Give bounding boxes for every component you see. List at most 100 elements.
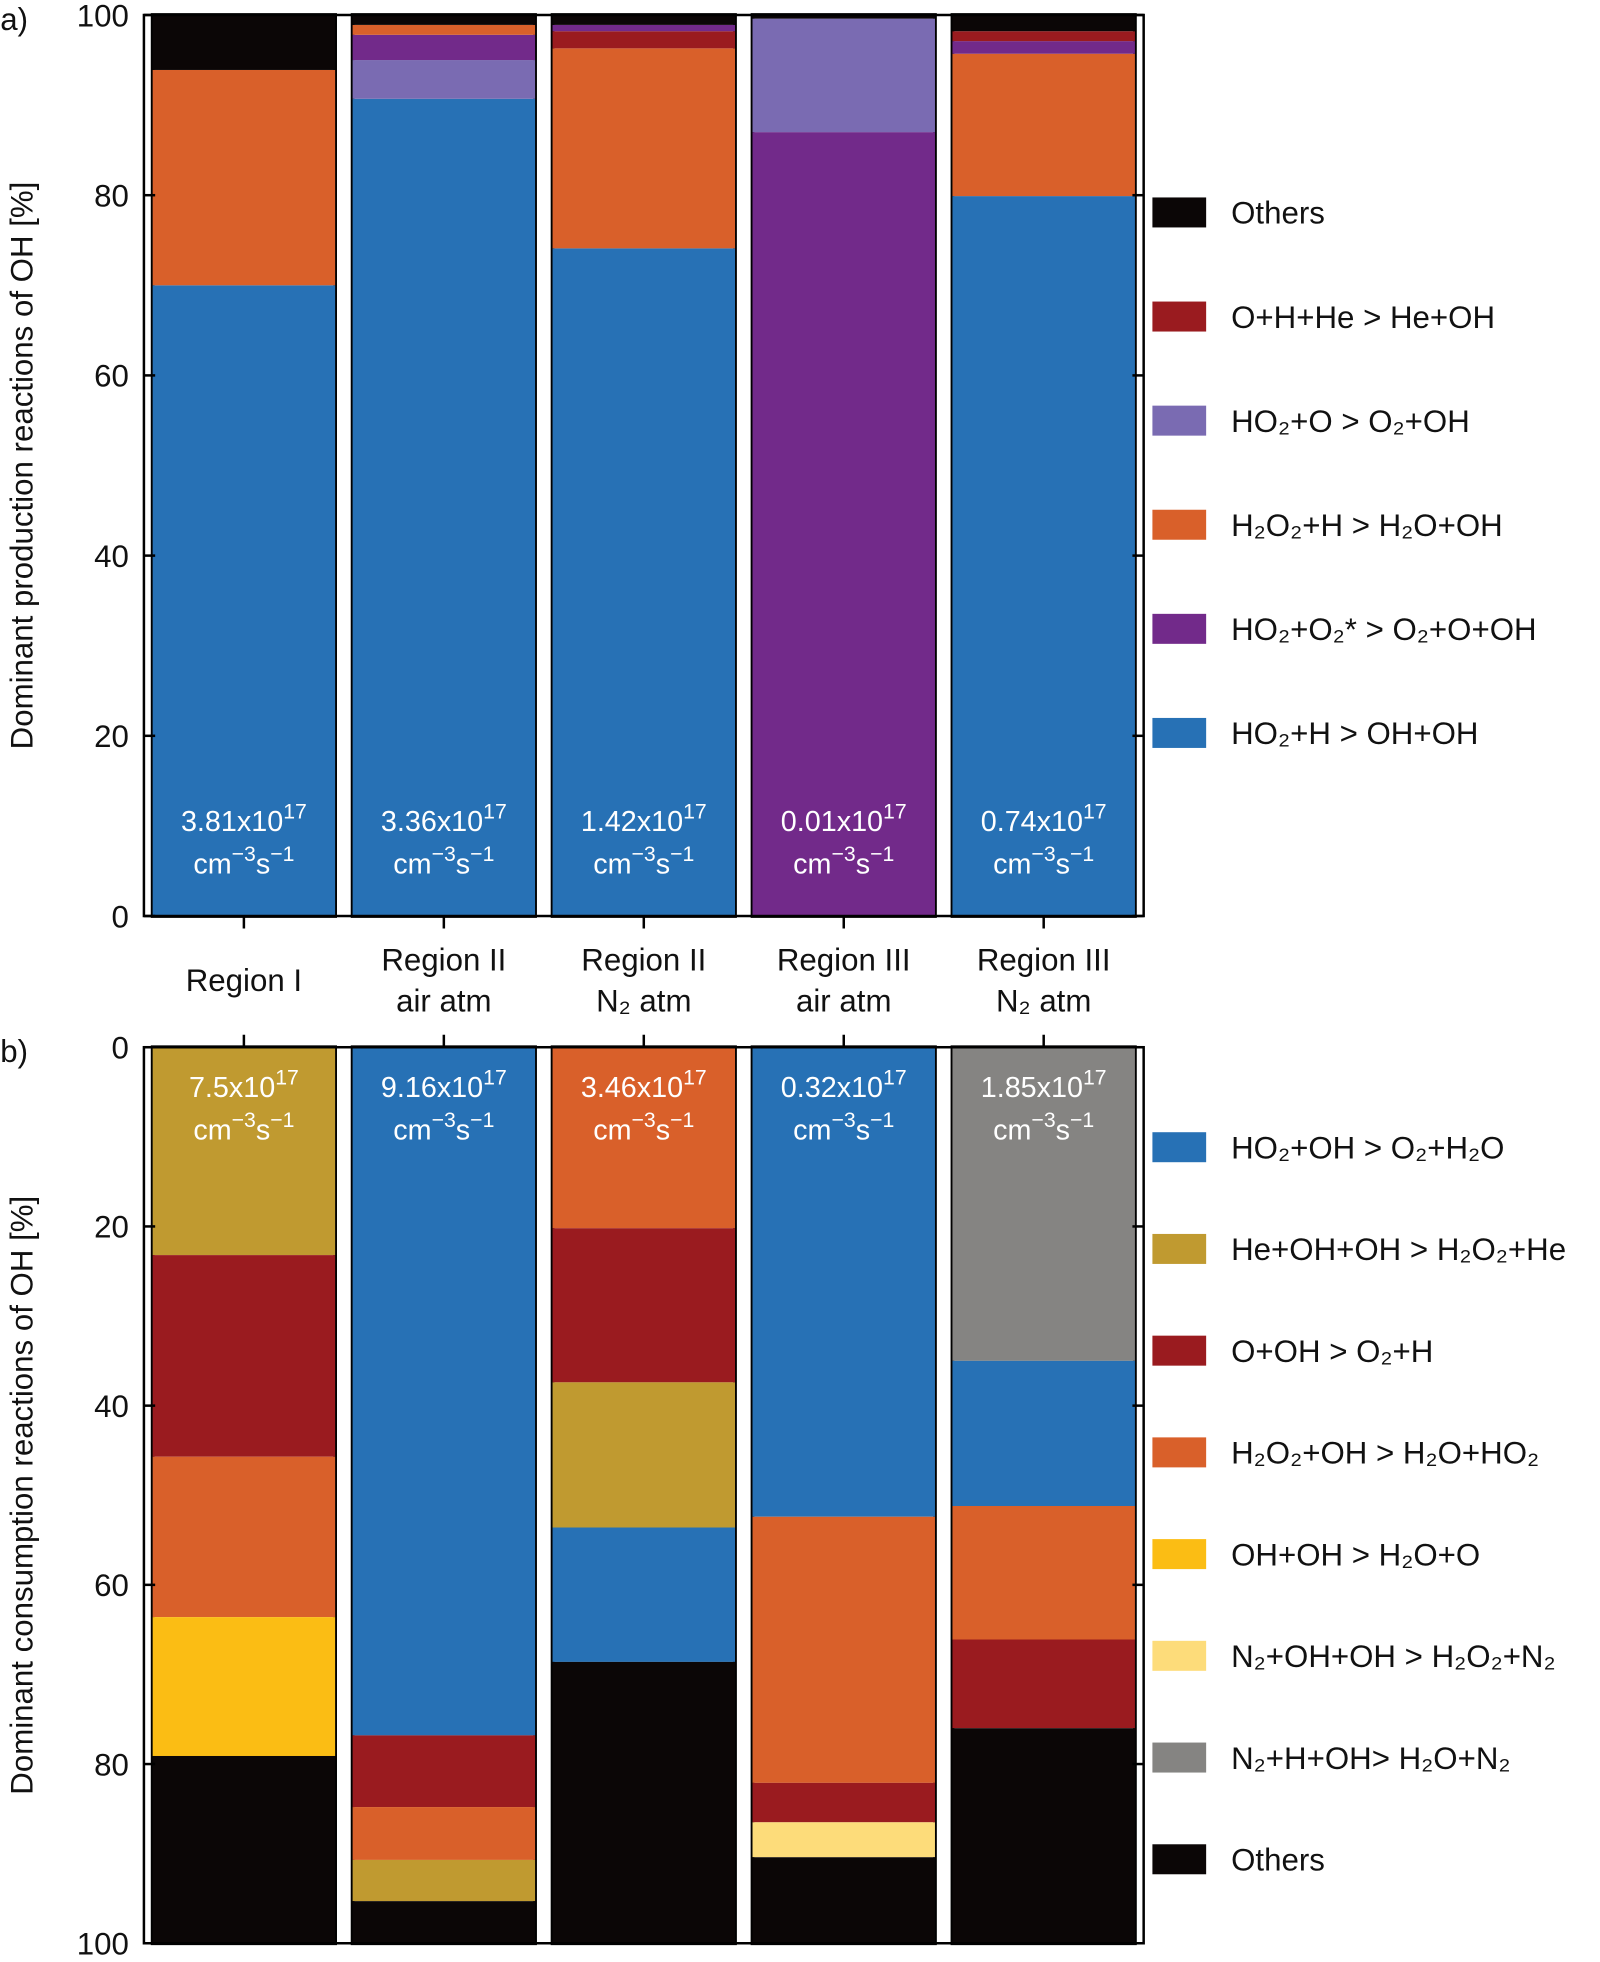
- legend-label: O+OH > O₂+H: [1231, 1334, 1433, 1369]
- bar-segment: [352, 98, 536, 917]
- bar-segment: [752, 132, 935, 917]
- x-tick-label: Region II: [381, 942, 506, 977]
- rate-coef: 0.74x10: [981, 806, 1083, 838]
- bar-segment: [952, 1639, 1135, 1729]
- bar-segment: [952, 1728, 1135, 1944]
- rate-unit-part: −1: [270, 1108, 294, 1132]
- rate-exp: 17: [275, 1066, 299, 1090]
- rate-exp: 17: [1083, 800, 1107, 824]
- legend-label: HO₂+O > O₂+OH: [1231, 404, 1470, 439]
- bar-segment: [152, 285, 336, 917]
- bar-segment: [352, 1735, 536, 1808]
- rate-unit-part: −3: [632, 1108, 656, 1132]
- bar-segment: [152, 1255, 336, 1457]
- rate-unit-part: −3: [232, 1108, 256, 1132]
- bar-segment: [552, 48, 736, 249]
- bar-segment: [552, 31, 736, 49]
- rate-unit-part: s: [256, 849, 270, 881]
- x-tick-label: N₂ atm: [996, 984, 1091, 1019]
- legend-swatch: [1152, 1437, 1207, 1468]
- bar-segment: [952, 1505, 1135, 1640]
- rate-label: 0.74x1017: [981, 800, 1107, 838]
- bar-segment: [352, 1047, 536, 1736]
- bar-segment: [552, 1047, 736, 1229]
- rate-unit-part: cm: [593, 1115, 631, 1147]
- rate-coef: 0.32x10: [781, 1072, 883, 1104]
- rate-unit-part: s: [1056, 1115, 1070, 1147]
- rate-unit-part: −1: [1070, 842, 1094, 866]
- x-tick-label: Region III: [777, 942, 911, 977]
- rate-unit: cm−3s−1: [593, 842, 694, 880]
- y-tick-label: 20: [94, 1210, 129, 1245]
- rate-unit-part: −3: [1031, 842, 1055, 866]
- bar-segment: [552, 1382, 736, 1528]
- rate-unit-part: s: [656, 1115, 670, 1147]
- rate-unit: cm−3s−1: [193, 1108, 294, 1146]
- rate-coef: 9.16x10: [381, 1072, 483, 1104]
- rate-unit-part: cm: [993, 1115, 1031, 1147]
- legend-swatch: [1152, 1640, 1207, 1671]
- y-axis-label: Dominant production reactions of OH [%]: [5, 182, 40, 750]
- legend-label: Others: [1231, 1843, 1325, 1878]
- rate-unit-part: cm: [593, 849, 631, 881]
- rate-unit-part: cm: [793, 1115, 831, 1147]
- rate-unit-part: −1: [270, 842, 294, 866]
- legend-label: N₂+H+OH> H₂O+N₂: [1231, 1741, 1510, 1776]
- rate-label: 1.42x1017: [581, 800, 707, 838]
- bar-segment: [552, 1228, 736, 1383]
- rate-unit-part: −1: [670, 842, 694, 866]
- rate-coef: 3.81x10: [181, 806, 283, 838]
- y-axis-label: Dominant consumption reactions of OH [%]: [5, 1196, 40, 1795]
- rate-unit-part: cm: [793, 849, 831, 881]
- rate-unit-part: −1: [870, 842, 894, 866]
- rate-exp: 17: [883, 800, 907, 824]
- legend-swatch: [1152, 1742, 1207, 1773]
- legend-swatch: [1152, 1132, 1207, 1163]
- bar-segment: [352, 1901, 536, 1944]
- bar-segment: [352, 14, 536, 25]
- legend-swatch: [1152, 1335, 1207, 1366]
- rate-unit-part: s: [656, 849, 670, 881]
- bar-segment: [952, 41, 1135, 54]
- rate-coef: 7.5x10: [189, 1072, 275, 1104]
- legend-label: OH+OH > H₂O+O: [1231, 1537, 1480, 1572]
- rate-unit: cm−3s−1: [793, 842, 894, 880]
- rate-exp: 17: [283, 800, 307, 824]
- x-tick-label: air atm: [796, 984, 891, 1019]
- bar-segment: [752, 14, 935, 19]
- legend-swatch: [1152, 717, 1207, 748]
- rate-unit-part: cm: [193, 849, 231, 881]
- rate-label: 3.36x1017: [381, 800, 507, 838]
- bar-segment: [752, 1782, 935, 1823]
- bar-segment: [152, 1755, 336, 1944]
- y-tick-label: 100: [77, 1927, 129, 1962]
- y-tick-label: 60: [94, 359, 129, 394]
- rate-unit: cm−3s−1: [793, 1108, 894, 1146]
- rate-unit-part: cm: [193, 1115, 231, 1147]
- rate-coef: 3.46x10: [581, 1072, 683, 1104]
- rate-coef: 1.85x10: [981, 1072, 1083, 1104]
- y-tick-label: 40: [94, 1389, 129, 1424]
- bar-segment: [752, 1047, 935, 1517]
- bar-segment: [152, 1617, 336, 1756]
- rate-coef: 1.42x10: [581, 806, 683, 838]
- y-tick-label: 60: [94, 1568, 129, 1603]
- bar-segment: [352, 1859, 536, 1902]
- legend-label: HO₂+H > OH+OH: [1231, 716, 1478, 751]
- bar-segment: [552, 14, 736, 25]
- bar-segment: [552, 1527, 736, 1662]
- bar-segment: [352, 34, 536, 61]
- x-tick-label: Region I: [186, 963, 302, 998]
- bar-segment: [952, 31, 1135, 42]
- rate-unit-part: cm: [393, 849, 431, 881]
- rate-unit-part: −3: [432, 842, 456, 866]
- legend-label: HO₂+O₂* > O₂+O+OH: [1231, 612, 1536, 647]
- rate-exp: 17: [483, 1066, 507, 1090]
- legend-swatch: [1152, 405, 1207, 436]
- rate-label: 3.81x1017: [181, 800, 307, 838]
- rate-unit-part: −1: [870, 1108, 894, 1132]
- bar-segment: [352, 1807, 536, 1860]
- rate-unit: cm−3s−1: [993, 1108, 1094, 1146]
- y-tick-label: 20: [94, 719, 129, 754]
- bar-segment: [952, 196, 1135, 917]
